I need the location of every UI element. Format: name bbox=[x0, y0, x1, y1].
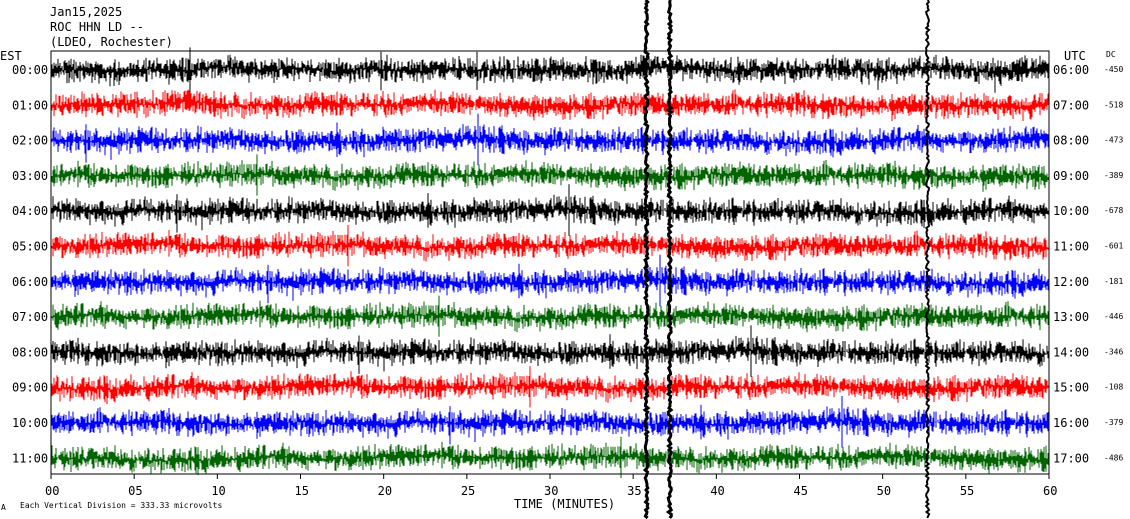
trace-0000 bbox=[50, 47, 1050, 96]
dc-value: -181 bbox=[1104, 277, 1123, 286]
x-tick-label: 10 bbox=[211, 484, 225, 498]
header-date: Jan15,2025 bbox=[50, 5, 122, 19]
event-trace bbox=[642, 0, 651, 519]
x-tick-label: 40 bbox=[710, 484, 724, 498]
x-tick-label: 00 bbox=[45, 484, 59, 498]
est-label: 11:00 bbox=[12, 451, 48, 465]
dc-value: -518 bbox=[1104, 100, 1123, 109]
est-label: 03:00 bbox=[12, 169, 48, 183]
dc-value: -446 bbox=[1104, 312, 1123, 321]
trace-0200 bbox=[50, 113, 1050, 166]
x-tick-label: 45 bbox=[794, 484, 808, 498]
est-label: 08:00 bbox=[12, 345, 48, 359]
utc-label: 11:00 bbox=[1053, 240, 1089, 254]
est-label: 01:00 bbox=[12, 98, 48, 112]
x-axis-ticks: 00 05 10 15 20 25 30 35 40 45 50 55 60 bbox=[45, 474, 1057, 498]
dc-value: -473 bbox=[1104, 136, 1123, 145]
trace-0400 bbox=[50, 184, 1050, 236]
utc-label: 15:00 bbox=[1053, 381, 1089, 395]
utc-label: 14:00 bbox=[1053, 345, 1089, 359]
plot-frame bbox=[50, 50, 1050, 475]
x-tick-label: 55 bbox=[960, 484, 974, 498]
est-label: 06:00 bbox=[12, 275, 48, 289]
x-tick-label: 30 bbox=[544, 484, 558, 498]
dc-value: -108 bbox=[1104, 383, 1123, 392]
utc-label: 10:00 bbox=[1053, 204, 1089, 218]
trace-0800 bbox=[50, 325, 1050, 377]
est-label: 02:00 bbox=[12, 134, 48, 148]
trace-0100 bbox=[50, 89, 1050, 122]
trace-0500 bbox=[50, 225, 1050, 267]
corner-mark: A bbox=[1, 503, 6, 512]
trace-0900 bbox=[50, 366, 1050, 408]
dc-value: -450 bbox=[1104, 65, 1123, 74]
event-trace bbox=[665, 0, 674, 519]
dc-value: -389 bbox=[1104, 171, 1123, 180]
x-axis-title: TIME (MINUTES) bbox=[514, 497, 615, 511]
x-tick-label: 50 bbox=[877, 484, 891, 498]
utc-label: 13:00 bbox=[1053, 310, 1089, 324]
dc-label: DC bbox=[1106, 50, 1116, 59]
utc-labels: 06:00 07:00 08:00 09:00 10:00 11:00 12:00 13:00… bbox=[1053, 63, 1089, 465]
dc-value: -379 bbox=[1104, 418, 1123, 427]
utc-label: 09:00 bbox=[1053, 169, 1089, 183]
division-note: Each Vertical Division = 333.33 microvol… bbox=[20, 501, 222, 510]
est-label: 04:00 bbox=[12, 204, 48, 218]
event-group bbox=[642, 0, 931, 519]
dc-values: -450 -518 -473 -389 -678 -601 -181 -446 -346 -108… bbox=[1104, 65, 1123, 462]
trace-1000 bbox=[50, 396, 1050, 448]
est-axis-label: EST bbox=[0, 49, 22, 63]
x-tick-label: 25 bbox=[461, 484, 475, 498]
est-labels: 00:00 01:00 02:00 03:00 04:00 05:00 06:00 07:00… bbox=[12, 63, 48, 465]
x-tick-label: 60 bbox=[1043, 484, 1057, 498]
est-label: 10:00 bbox=[12, 416, 48, 430]
est-label: 07:00 bbox=[12, 310, 48, 324]
dc-value: -346 bbox=[1104, 347, 1123, 356]
x-tick-label: 05 bbox=[128, 484, 142, 498]
trace-1100 bbox=[50, 436, 1050, 478]
x-tick-label: 15 bbox=[295, 484, 309, 498]
trace-0700 bbox=[50, 295, 1050, 337]
utc-label: 06:00 bbox=[1053, 63, 1089, 77]
dc-value: -601 bbox=[1104, 242, 1123, 251]
header-location: (LDEO, Rochester) bbox=[50, 35, 173, 49]
x-tick-label: 35 bbox=[627, 484, 641, 498]
utc-label: 17:00 bbox=[1053, 451, 1089, 465]
event-trace bbox=[924, 0, 931, 519]
utc-label: 16:00 bbox=[1053, 416, 1089, 430]
utc-label: 08:00 bbox=[1053, 134, 1089, 148]
trace-group bbox=[50, 47, 1050, 478]
header-station: ROC HHN LD -- bbox=[50, 20, 144, 34]
est-label: 05:00 bbox=[12, 240, 48, 254]
dc-value: -678 bbox=[1104, 206, 1123, 215]
x-tick-label: 20 bbox=[378, 484, 392, 498]
est-label: 09:00 bbox=[12, 381, 48, 395]
dc-value: -486 bbox=[1104, 453, 1123, 462]
trace-0600 bbox=[50, 254, 1050, 307]
utc-label: 07:00 bbox=[1053, 98, 1089, 112]
trace-0300 bbox=[50, 154, 1050, 196]
utc-axis-label: UTC bbox=[1064, 49, 1086, 63]
est-label: 00:00 bbox=[12, 63, 48, 77]
utc-label: 12:00 bbox=[1053, 275, 1089, 289]
